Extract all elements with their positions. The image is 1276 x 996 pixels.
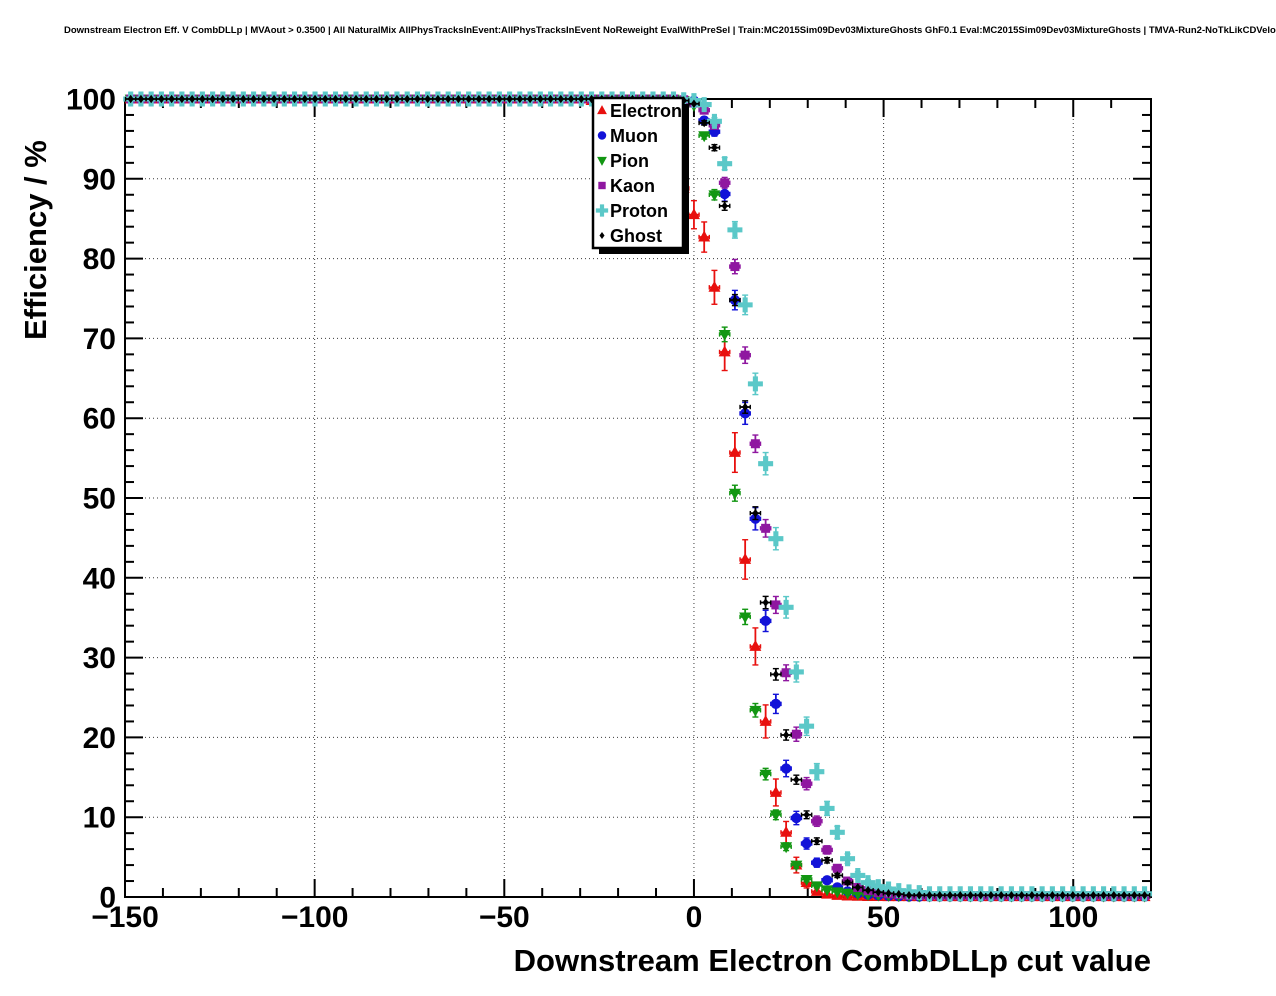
axis-ticks [124,98,1151,898]
legend-item-ghost: Ghost [599,226,662,246]
legend-label: Kaon [610,176,655,196]
plot-title: Downstream Electron Eff. V CombDLLp | MV… [64,25,1276,36]
legend-item-proton: Proton [595,201,668,221]
legend-box [591,96,685,250]
y-tick-label: 40 [83,562,116,595]
y-tick-label: 30 [83,642,116,675]
x-tick-labels: −150 −100 −50 0 50 100 [91,901,1098,934]
y-tick-label: 60 [83,403,116,436]
y-tick-label: 10 [83,802,116,835]
y-tick-label: 50 [83,483,116,516]
x-axis-title: Downstream Electron CombDLLp cut value [514,943,1151,978]
x-tick-label: 100 [1048,901,1098,934]
legend-item-electron: Electron [597,101,682,121]
legend: Electron Muon Pion Kaon Proton Ghost [591,96,689,254]
x-tick-label: 50 [867,901,900,934]
legend-label: Pion [610,151,649,171]
legend-label: Proton [610,201,668,221]
y-axis-title: Efficiency / % [18,140,53,340]
legend-item-muon: Muon [597,126,658,146]
legend-label: Ghost [610,226,662,246]
y-tick-label: 70 [83,323,116,356]
y-tick-labels: 0 10 20 30 40 50 60 70 80 90 100 [66,84,116,915]
y-tick-label: 100 [66,84,116,117]
y-tick-label: 80 [83,243,116,276]
y-tick-label: 90 [83,163,116,196]
legend-label: Electron [610,101,682,121]
x-tick-label: −50 [479,901,530,934]
legend-item-pion: Pion [597,151,649,171]
x-tick-label: 0 [686,901,703,934]
legend-label: Muon [610,126,658,146]
y-tick-label: 0 [99,882,116,915]
y-tick-label: 20 [83,722,116,755]
x-tick-label: −100 [281,901,349,934]
legend-item-kaon: Kaon [598,176,655,196]
x-tick-label: −150 [91,901,159,934]
